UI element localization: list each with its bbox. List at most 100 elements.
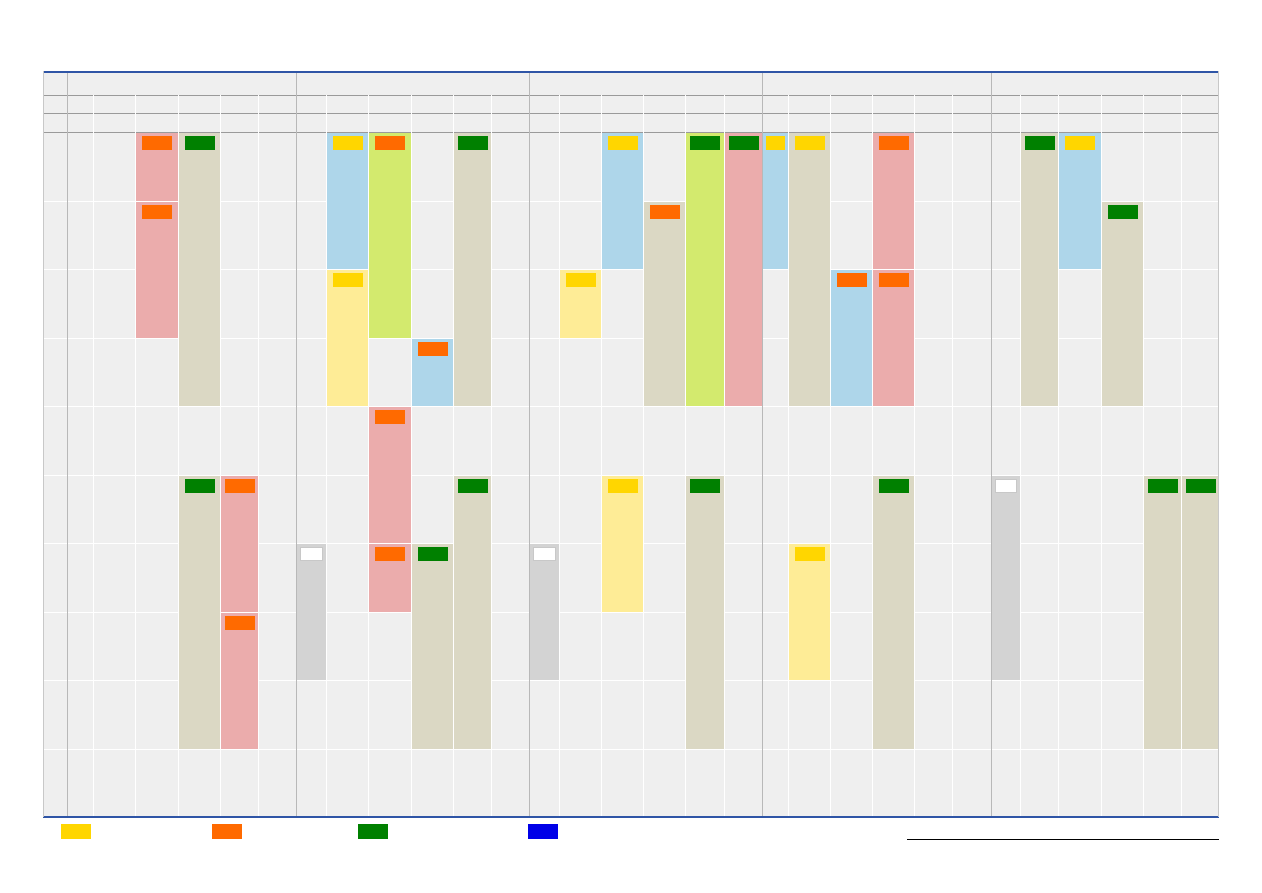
event-block	[297, 544, 326, 680]
event-tag	[690, 479, 720, 493]
event-tag	[729, 136, 759, 150]
event-tag	[225, 479, 255, 493]
frame-right	[1218, 71, 1219, 817]
column-line	[135, 95, 136, 817]
column-line	[1101, 95, 1102, 817]
legend-swatch	[358, 824, 388, 839]
event-tag	[375, 547, 405, 561]
event-tag	[650, 205, 680, 219]
column-line	[93, 95, 94, 817]
day-divider-line	[67, 71, 68, 817]
event-tag	[1186, 479, 1216, 493]
event-tag	[837, 273, 867, 287]
event-block	[725, 133, 762, 406]
column-line	[724, 95, 725, 817]
event-block	[873, 133, 914, 269]
event-block	[831, 270, 872, 406]
event-tag	[533, 547, 556, 561]
event-block	[327, 133, 368, 269]
event-block	[992, 476, 1020, 680]
event-tag	[879, 273, 909, 287]
event-tag	[418, 342, 448, 356]
event-tag	[375, 136, 405, 150]
column-line	[1020, 95, 1021, 817]
frame-top	[43, 71, 1219, 73]
event-block	[644, 202, 685, 406]
event-tag	[458, 136, 488, 150]
column-line	[178, 95, 179, 817]
event-block	[412, 544, 453, 749]
column-line	[685, 95, 686, 817]
column-line	[1058, 95, 1059, 817]
event-block	[530, 544, 559, 680]
event-block	[369, 407, 411, 543]
hour-row-line	[43, 612, 1219, 613]
column-line	[326, 95, 327, 817]
day-divider-line	[529, 71, 530, 817]
event-tag	[1148, 479, 1178, 493]
event-tag	[566, 273, 596, 287]
event-block	[873, 476, 914, 749]
header-row-line	[43, 113, 1219, 114]
event-tag	[879, 136, 909, 150]
event-block	[1144, 476, 1181, 749]
event-tag	[333, 136, 363, 150]
column-line	[601, 95, 602, 817]
column-line	[952, 95, 953, 817]
column-line	[453, 95, 454, 817]
event-block	[179, 133, 220, 406]
event-tag	[690, 136, 720, 150]
event-block	[763, 133, 788, 269]
event-block	[789, 133, 830, 406]
event-block	[789, 544, 830, 680]
column-line	[220, 95, 221, 817]
event-tag	[766, 136, 785, 150]
column-line	[830, 95, 831, 817]
legend-swatch	[61, 824, 91, 839]
event-block	[221, 476, 258, 612]
hour-row-line	[43, 269, 1219, 270]
day-divider-line	[991, 71, 992, 817]
column-line	[914, 95, 915, 817]
event-tag	[795, 547, 825, 561]
column-line	[1219, 95, 1220, 817]
event-tag	[1108, 205, 1138, 219]
event-tag	[142, 205, 172, 219]
header-row-line	[43, 132, 1219, 133]
column-line	[1181, 95, 1182, 817]
column-line	[258, 95, 259, 817]
event-tag	[333, 273, 363, 287]
frame-bottom	[43, 816, 1219, 818]
header-row-line	[43, 95, 1219, 96]
event-block	[221, 613, 258, 749]
footer-rule-line	[907, 839, 1219, 840]
day-divider-line	[762, 71, 763, 817]
event-tag	[225, 616, 255, 630]
hour-row-line	[43, 749, 1219, 750]
event-block	[136, 202, 178, 338]
event-block	[686, 476, 724, 749]
column-line	[643, 95, 644, 817]
event-block	[1021, 133, 1058, 406]
event-tag	[1025, 136, 1055, 150]
event-tag	[879, 479, 909, 493]
column-line	[1143, 95, 1144, 817]
event-block	[1102, 202, 1143, 406]
event-tag	[608, 479, 638, 493]
hour-row-line	[43, 338, 1219, 339]
event-tag	[458, 479, 488, 493]
column-line	[872, 95, 873, 817]
event-tag	[418, 547, 448, 561]
day-divider-line	[296, 71, 297, 817]
event-block	[602, 476, 643, 612]
event-block	[179, 476, 220, 749]
event-block	[686, 133, 724, 406]
event-tag	[375, 410, 405, 424]
event-tag	[300, 547, 323, 561]
column-line	[559, 95, 560, 817]
hour-row-line	[43, 406, 1219, 407]
event-block	[1059, 133, 1101, 269]
event-block	[602, 133, 643, 269]
column-line	[788, 95, 789, 817]
